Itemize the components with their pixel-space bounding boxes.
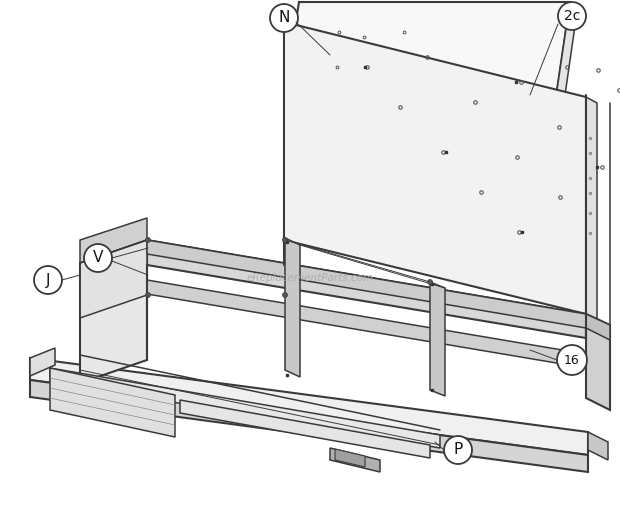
Circle shape: [146, 238, 151, 242]
Circle shape: [270, 4, 298, 32]
Circle shape: [84, 244, 112, 272]
Polygon shape: [335, 449, 365, 467]
Polygon shape: [80, 240, 147, 383]
Polygon shape: [586, 314, 610, 340]
Text: eReplacementParts.com: eReplacementParts.com: [246, 273, 374, 283]
Polygon shape: [80, 240, 147, 318]
Polygon shape: [557, 2, 578, 95]
Circle shape: [444, 436, 472, 464]
Polygon shape: [50, 368, 440, 448]
Polygon shape: [30, 380, 588, 472]
Circle shape: [558, 2, 586, 30]
Text: P: P: [453, 442, 463, 457]
Circle shape: [283, 293, 288, 297]
Circle shape: [34, 266, 62, 294]
Circle shape: [428, 279, 433, 285]
Polygon shape: [147, 240, 586, 328]
Polygon shape: [586, 314, 610, 410]
Polygon shape: [80, 218, 147, 263]
Polygon shape: [586, 97, 597, 320]
Polygon shape: [430, 282, 445, 396]
Polygon shape: [588, 432, 608, 460]
Polygon shape: [30, 348, 55, 376]
Polygon shape: [285, 2, 570, 90]
Text: V: V: [93, 250, 103, 266]
Polygon shape: [30, 358, 588, 455]
Polygon shape: [284, 22, 586, 314]
Polygon shape: [285, 238, 300, 377]
Polygon shape: [180, 400, 430, 458]
Text: J: J: [46, 272, 50, 288]
Text: N: N: [278, 11, 290, 25]
Polygon shape: [147, 280, 586, 368]
Text: 16: 16: [564, 354, 580, 366]
Polygon shape: [50, 368, 175, 437]
Circle shape: [557, 345, 587, 375]
Polygon shape: [330, 448, 380, 472]
Polygon shape: [147, 240, 586, 338]
Circle shape: [146, 293, 151, 297]
Text: 2c: 2c: [564, 9, 580, 23]
Circle shape: [283, 238, 288, 242]
